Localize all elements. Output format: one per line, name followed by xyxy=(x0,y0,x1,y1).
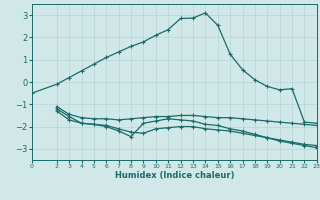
X-axis label: Humidex (Indice chaleur): Humidex (Indice chaleur) xyxy=(115,171,234,180)
